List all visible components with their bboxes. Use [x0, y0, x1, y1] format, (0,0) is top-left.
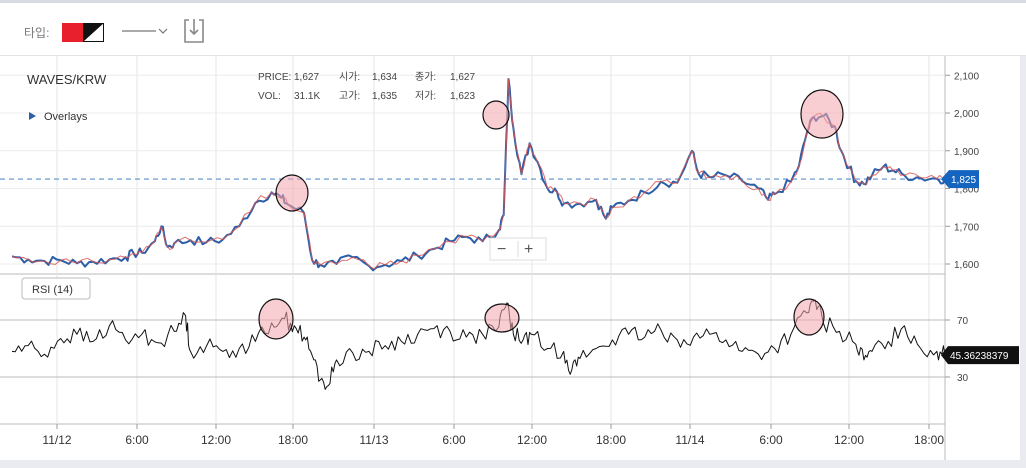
time-tick-label: 18:00	[596, 433, 626, 447]
chart-type-label: 타입:	[24, 26, 50, 40]
highlight-circles	[275, 89, 844, 212]
highlight-circle	[275, 174, 309, 212]
time-tick-label: 18:00	[914, 433, 944, 447]
open-value: 1,634	[372, 72, 397, 83]
time-tick-label: 12:00	[201, 433, 231, 447]
time-tick-label: 12:00	[517, 433, 547, 447]
grid-lines	[0, 56, 946, 460]
last-price-badge-shape	[941, 170, 979, 189]
overlays-label: Overlays	[44, 111, 88, 123]
rsi-panel-label: RSI (14)	[21, 277, 91, 300]
rsi-badge-shape	[941, 346, 1019, 365]
rsi-last-value: 45.36238379	[950, 351, 1009, 362]
symbol-label: WAVES/KRW	[27, 72, 107, 87]
rsi-highlight-circle	[258, 298, 294, 340]
overlays-toggle[interactable]: Overlays	[29, 111, 88, 123]
right-border	[1020, 56, 1026, 460]
rsi-badge: 45.36238379	[941, 346, 1019, 365]
price-value: 1,627	[294, 72, 319, 83]
top-border	[0, 0, 1026, 3]
price-tick-label: 1,800	[954, 185, 979, 196]
close-value: 1,627	[450, 72, 475, 83]
expand-triangle-icon	[29, 112, 36, 120]
time-axis: 11/12 6:00 12:00 18:00 11/13 6:00 12:00 18:00 11…	[42, 424, 944, 447]
last-price-value: 1,825	[951, 175, 976, 186]
vol-value: 31.1K	[294, 91, 320, 102]
high-label: 고가:	[339, 90, 360, 102]
zoom-out-button[interactable]: −	[497, 241, 506, 258]
vol-label: VOL:	[258, 91, 281, 102]
time-tick-label: 11/12	[42, 433, 71, 447]
price-tick-label: 2,100	[954, 71, 979, 82]
rsi-label: RSI (14)	[32, 284, 73, 296]
rsi-highlight-circle	[484, 303, 520, 333]
open-label: 시가:	[339, 71, 360, 83]
price-tick-label: 2,000	[954, 109, 979, 120]
chart-toolbar: 타입:	[0, 3, 1026, 56]
rsi-tick-label: 70	[957, 316, 969, 327]
highlight-circle	[482, 100, 510, 130]
rsi-label-box	[21, 277, 91, 300]
price-axis: 2,100 2,000 1,900 1,800 1,700 1,600	[945, 71, 979, 271]
rsi-highlight-circle	[793, 298, 825, 336]
rsi-axis: 70 30	[945, 316, 969, 384]
time-tick-label: 11/14	[675, 433, 704, 447]
rsi-tick-label: 30	[957, 373, 969, 384]
download-icon[interactable]	[181, 17, 207, 45]
price-tick-label: 1,600	[954, 260, 979, 271]
chart-area[interactable]: WAVES/KRW Overlays PRICE: 1,627 시가: 1,63…	[0, 56, 1020, 460]
bottom-border	[0, 460, 1026, 468]
rsi-highlight-circles	[258, 298, 825, 340]
price-tick-label: 1,700	[954, 222, 979, 233]
last-price-badge: 1,825	[941, 170, 979, 189]
low-value: 1,623	[450, 91, 475, 102]
color-swatch-icon[interactable]	[62, 23, 104, 42]
line-style-dropdown[interactable]	[120, 19, 170, 43]
close-label: 종가:	[415, 71, 436, 83]
price-tick-label: 1,900	[954, 147, 979, 158]
ohlc-legend: PRICE: 1,627 시가: 1,634 종가: 1,627 VOL: 31…	[258, 71, 475, 102]
time-tick-label: 6:00	[759, 433, 783, 447]
time-tick-label: 6:00	[125, 433, 149, 447]
highlight-circle	[800, 89, 844, 139]
time-tick-label: 18:00	[278, 433, 308, 447]
zoom-controls: − +	[489, 237, 547, 261]
high-value: 1,635	[372, 91, 397, 102]
low-label: 저가:	[415, 90, 436, 102]
time-tick-label: 6:00	[442, 433, 466, 447]
zoom-in-button[interactable]: +	[524, 241, 533, 258]
time-tick-label: 11/13	[359, 433, 388, 447]
price-label: PRICE:	[258, 72, 291, 83]
time-tick-label: 12:00	[834, 433, 864, 447]
